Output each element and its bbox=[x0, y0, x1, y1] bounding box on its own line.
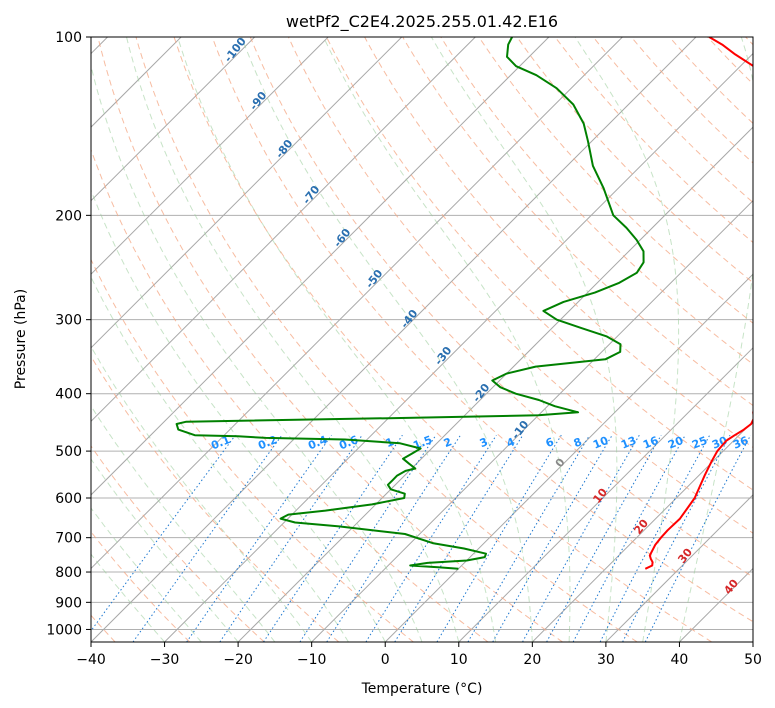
moist-adiabat bbox=[430, 37, 618, 642]
x-axis-ticks: −40 −30 −20 −10 0 10 20 30 40 50 bbox=[76, 642, 762, 668]
isotherm-line bbox=[237, 126, 753, 642]
moist-adiabats bbox=[91, 37, 753, 642]
isotherm-line bbox=[91, 37, 550, 496]
y-tick-label: 400 bbox=[55, 387, 82, 403]
dry-adiabat bbox=[592, 37, 753, 204]
mixing-ratio-label: 2 bbox=[442, 435, 454, 450]
mixing-ratio-line bbox=[299, 434, 437, 642]
moist-adiabat bbox=[91, 553, 165, 642]
x-tick-label: 0 bbox=[381, 652, 390, 668]
y-tick-label: 500 bbox=[55, 444, 82, 460]
moist-adiabat bbox=[574, 37, 680, 642]
plot-frame bbox=[90, 36, 754, 643]
dry-adiabat bbox=[630, 37, 753, 164]
plot-area: 0.1 0.2 0.4 0.6 1 1.5 2 3 4 6 8 10 13 16 20 25 30 36-100-… bbox=[91, 37, 753, 642]
x-tick-label: −10 bbox=[297, 652, 327, 668]
x-tick-label: −20 bbox=[223, 652, 253, 668]
moist-adiabat bbox=[91, 345, 313, 642]
mixing-ratio-lines bbox=[91, 434, 752, 642]
moist-adiabat bbox=[91, 188, 386, 642]
mixing-ratio-label: 36 bbox=[731, 434, 750, 452]
moist-adiabat bbox=[177, 37, 497, 642]
mixing-ratio-label: 8 bbox=[572, 435, 584, 450]
dry-adiabat bbox=[478, 37, 753, 324]
mixing-ratio-line bbox=[436, 434, 562, 642]
mixing-ratio-label: 16 bbox=[641, 434, 660, 452]
isotherm-line bbox=[164, 52, 753, 642]
moist-adiabat bbox=[126, 37, 460, 642]
dry-adiabat bbox=[135, 37, 638, 642]
moist-adiabat bbox=[91, 275, 349, 642]
mixing-ratio-line bbox=[572, 434, 686, 642]
dry-adiabat bbox=[91, 258, 414, 642]
temperature-profile-line bbox=[644, 37, 753, 570]
mixing-ratio-line bbox=[546, 434, 662, 642]
mixing-ratio-line bbox=[599, 434, 711, 642]
mixing-ratio-label: 30 bbox=[710, 434, 729, 452]
y-axis-ticks: 100 200 300 400 500 600 700 800 900 1000 bbox=[46, 30, 91, 638]
moist-adiabat bbox=[91, 507, 202, 642]
isotherm-line bbox=[91, 37, 476, 423]
isotherm-line bbox=[91, 37, 256, 202]
isotherm-line bbox=[531, 420, 753, 642]
dry-adiabat bbox=[364, 37, 753, 449]
x-tick-label: −30 bbox=[150, 652, 180, 668]
dry-adiabat bbox=[211, 37, 753, 623]
x-tick-label: 40 bbox=[671, 652, 689, 668]
moist-adiabat bbox=[91, 458, 239, 642]
moist-adiabat bbox=[241, 37, 533, 642]
x-tick-label: −40 bbox=[76, 652, 106, 668]
isotherm-line bbox=[91, 37, 403, 349]
mixing-ratio-line bbox=[365, 434, 497, 642]
dry-adiabats bbox=[91, 37, 753, 642]
y-tick-label: 100 bbox=[55, 30, 82, 46]
isotherm-line bbox=[91, 37, 623, 570]
profile-series bbox=[175, 37, 753, 570]
dry-adiabat bbox=[287, 37, 753, 534]
y-tick-label: 900 bbox=[55, 595, 82, 611]
chart-title: wetPf2_C2E4.2025.255.01.42.E16 bbox=[286, 12, 558, 32]
dry-adiabat bbox=[91, 445, 265, 642]
y-tick-label: 300 bbox=[55, 313, 82, 329]
x-tick-label: 20 bbox=[523, 652, 541, 668]
mixing-ratio-label: 25 bbox=[690, 434, 709, 452]
x-tick-label: 30 bbox=[597, 652, 615, 668]
isotherm-line bbox=[384, 273, 753, 642]
moist-adiabat bbox=[91, 64, 423, 642]
dry-adiabat bbox=[326, 37, 753, 491]
mixing-ratio-line bbox=[644, 434, 752, 642]
x-tick-label: 10 bbox=[450, 652, 468, 668]
dry-adiabat bbox=[249, 37, 753, 578]
dry-adiabat bbox=[402, 37, 753, 407]
mixing-ratio-label: 13 bbox=[619, 434, 638, 452]
mixing-ratio-line bbox=[219, 434, 363, 642]
isotherm-line bbox=[458, 347, 753, 642]
dry-adiabat bbox=[173, 37, 713, 642]
isotherm-line bbox=[605, 494, 753, 642]
x-axis-label: Temperature (°C) bbox=[361, 681, 483, 697]
mixing-ratio-line bbox=[132, 434, 283, 642]
isotherm-line bbox=[91, 37, 329, 275]
dry-adiabat bbox=[97, 37, 563, 642]
moist-adiabat bbox=[323, 37, 571, 642]
mixing-ratio-line bbox=[326, 434, 461, 642]
y-tick-label: 200 bbox=[55, 208, 82, 224]
mixing-ratio-line bbox=[263, 434, 403, 642]
moist-adiabat bbox=[678, 37, 753, 642]
x-tick-label: 50 bbox=[744, 652, 762, 668]
mixing-ratio-line bbox=[394, 434, 524, 642]
y-tick-label: 800 bbox=[55, 565, 82, 581]
mixing-ratio-line bbox=[91, 434, 236, 632]
mixing-ratio-label: 10 bbox=[591, 434, 610, 452]
mixing-ratio-label: 3 bbox=[478, 435, 490, 450]
y-tick-label: 1000 bbox=[46, 622, 82, 638]
y-axis-label: Pressure (hPa) bbox=[13, 289, 29, 389]
y-tick-label: 600 bbox=[55, 491, 82, 507]
dewpoint-profile-line bbox=[175, 37, 645, 570]
mixing-ratio-label: 20 bbox=[666, 434, 685, 452]
moist-adiabat bbox=[91, 405, 276, 642]
y-tick-label: 700 bbox=[55, 531, 82, 547]
